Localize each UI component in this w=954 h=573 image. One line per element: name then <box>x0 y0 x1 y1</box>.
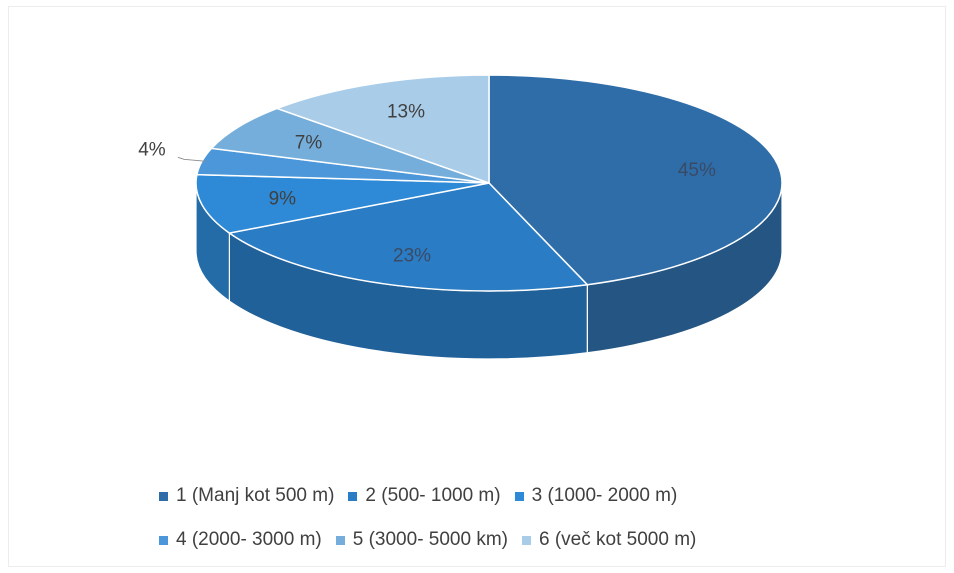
pie-data-label-2: 23% <box>393 245 431 266</box>
pie-slice-5 <box>209 107 490 184</box>
pie-side-walls <box>195 182 783 360</box>
pie-data-label-5: 7% <box>295 133 323 154</box>
legend-row-2: 4 (2000- 3000 m) 5 (3000- 5000 km) 6 (ve… <box>159 529 839 551</box>
pie-slice-1 <box>488 74 783 286</box>
legend-swatch-5 <box>335 535 345 545</box>
pie-leader-line-4 <box>177 156 207 162</box>
legend-item-2: 2 (500- 1000 m) <box>348 485 501 507</box>
legend-item-1: 1 (Manj kot 500 m) <box>159 485 334 507</box>
legend-item-4: 4 (2000- 3000 m) <box>159 529 322 551</box>
pie-chart: 45% 23% 9% 4% 7% 13% <box>138 74 783 360</box>
legend-swatch-3 <box>514 491 524 501</box>
pie-slice-6 <box>274 74 490 185</box>
legend-item-5: 5 (3000- 5000 km) <box>335 529 508 551</box>
legend-label-2: 2 (500- 1000 m) <box>365 485 501 506</box>
chart-frame: 45% 23% 9% 4% 7% 13% 1 (Manj kot 500 m) 2 (50… <box>8 6 946 567</box>
legend-label-1: 1 (Manj kot 500 m) <box>176 485 335 506</box>
legend-label-6: 6 (več kot 5000 m) <box>539 529 697 550</box>
legend-swatch-6 <box>522 535 531 545</box>
pie-labels: 45% 23% 9% 4% 7% 13% <box>138 102 716 267</box>
legend-label-4: 4 (2000- 3000 m) <box>176 529 322 550</box>
legend-row-1: 1 (Manj kot 500 m) 2 (500- 1000 m) 3 (10… <box>159 485 839 507</box>
pie-slice-2 <box>227 182 589 292</box>
legend-item-3: 3 (1000- 2000 m) <box>514 485 678 507</box>
pie-data-label-1: 45% <box>678 160 716 181</box>
pie-data-label-4: 4% <box>138 139 166 160</box>
pie-data-label-6: 13% <box>387 102 425 123</box>
legend-label-3: 3 (1000- 2000 m) <box>531 485 678 506</box>
pie-top <box>195 74 783 292</box>
legend-item-6: 6 (več kot 5000 m) <box>522 529 696 551</box>
pie-data-label-3: 9% <box>269 189 297 210</box>
legend-swatch-2 <box>348 491 358 501</box>
legend-label-5: 5 (3000- 5000 km) <box>352 529 508 550</box>
legend: 1 (Manj kot 500 m) 2 (500- 1000 m) 3 (10… <box>159 485 839 573</box>
legend-swatch-1 <box>159 491 168 501</box>
legend-swatch-4 <box>159 535 168 545</box>
pie-slice-3 <box>195 173 490 234</box>
